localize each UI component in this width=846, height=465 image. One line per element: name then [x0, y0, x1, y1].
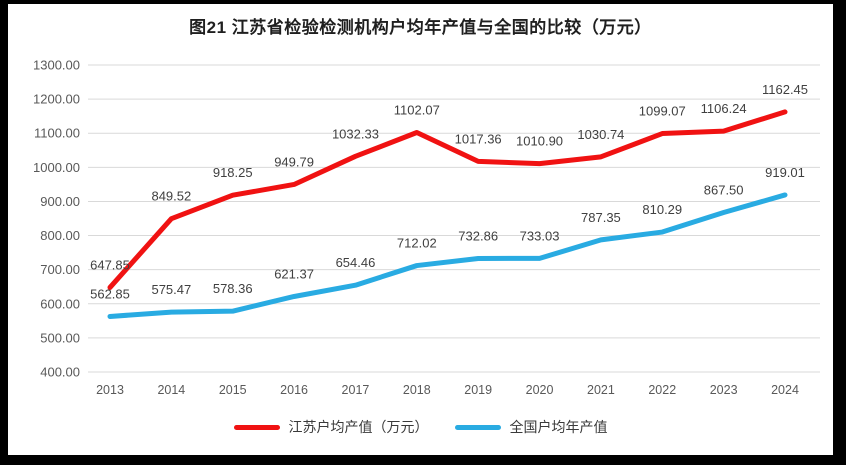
data-point-label: 1099.07	[639, 104, 686, 119]
y-axis-tick-label: 600.00	[40, 296, 80, 311]
y-axis-tick-label: 1200.00	[33, 92, 80, 107]
series-line-0	[107, 109, 788, 290]
x-axis-tick-label: 2019	[464, 383, 492, 397]
data-point-label: 562.85	[90, 286, 130, 301]
data-point-label: 1010.90	[516, 134, 563, 149]
data-point-label: 949.79	[274, 154, 314, 169]
data-point-label: 1030.74	[577, 127, 624, 142]
x-axis-tick-label: 2020	[526, 383, 554, 397]
data-point-label: 647.85	[90, 257, 130, 272]
data-point-label: 732.86	[458, 228, 498, 243]
series-line-1	[107, 192, 788, 319]
y-axis-tick-label: 1100.00	[34, 126, 80, 141]
x-axis-tick-label: 2017	[342, 383, 370, 397]
x-axis-tick-label: 2013	[96, 383, 124, 397]
x-axis-tick-label: 2014	[157, 383, 185, 397]
data-point-label: 1106.24	[701, 101, 747, 116]
data-point-label: 575.47	[151, 282, 191, 297]
data-point-label: 733.03	[520, 228, 560, 243]
data-point-label: 578.36	[213, 281, 253, 296]
legend-label-jiangsu: 江苏户均产值（万元）	[288, 419, 429, 435]
data-point-label: 1102.07	[394, 103, 440, 118]
data-point-label: 867.50	[704, 183, 744, 198]
line-chart: 1300.00 1200.00 1100.00 1000.00 900.00 800.00…	[33, 58, 820, 397]
data-point-label: 1017.36	[455, 131, 502, 146]
data-point-label: 621.37	[274, 266, 314, 281]
data-point-label: 849.52	[151, 189, 191, 204]
data-point-label: 1032.33	[332, 126, 379, 141]
data-point-label: 712.02	[397, 236, 437, 251]
legend-item-jiangsu: 江苏户均产值（万元）	[233, 417, 429, 437]
legend-label-national: 全国户均年产值	[509, 419, 608, 435]
chart-legend: 江苏户均产值（万元） 全国户均年产值	[8, 417, 833, 437]
data-point-label: 919.01	[765, 165, 805, 180]
data-point-label: 787.35	[581, 210, 621, 225]
x-axis-tick-label: 2023	[710, 383, 738, 397]
x-axis-tick-label: 2021	[587, 383, 615, 397]
chart-figure: 图21 江苏省检验检测机构户均年产值与全国的比较（万元） 1300.00 1200…	[8, 4, 833, 455]
x-axis-tick-label: 2018	[403, 383, 431, 397]
legend-item-national: 全国户均年产值	[454, 417, 608, 437]
y-axis-tick-label: 900.00	[40, 194, 80, 209]
legend-line-red-icon	[233, 424, 280, 430]
x-axis-tick-label: 2022	[648, 383, 676, 397]
y-axis-tick-label: 1000.00	[33, 160, 80, 175]
y-axis-tick-label: 400.00	[40, 365, 80, 380]
data-point-label: 918.25	[213, 165, 253, 180]
y-axis-tick-label: 500.00	[40, 330, 80, 345]
data-point-label: 1162.45	[762, 82, 808, 97]
data-point-label: 654.46	[336, 255, 376, 270]
y-axis-tick-label: 700.00	[40, 262, 80, 277]
legend-line-blue-icon	[454, 424, 501, 430]
data-point-label: 810.29	[642, 202, 682, 217]
x-axis-tick-label: 2024	[771, 383, 799, 397]
chart-title: 图21 江苏省检验检测机构户均年产值与全国的比较（万元）	[189, 18, 652, 37]
y-axis-tick-label: 800.00	[40, 228, 80, 243]
x-axis-tick-label: 2015	[219, 383, 247, 397]
y-axis-tick-label: 1300.00	[33, 58, 80, 73]
x-axis-tick-label: 2016	[280, 383, 308, 397]
